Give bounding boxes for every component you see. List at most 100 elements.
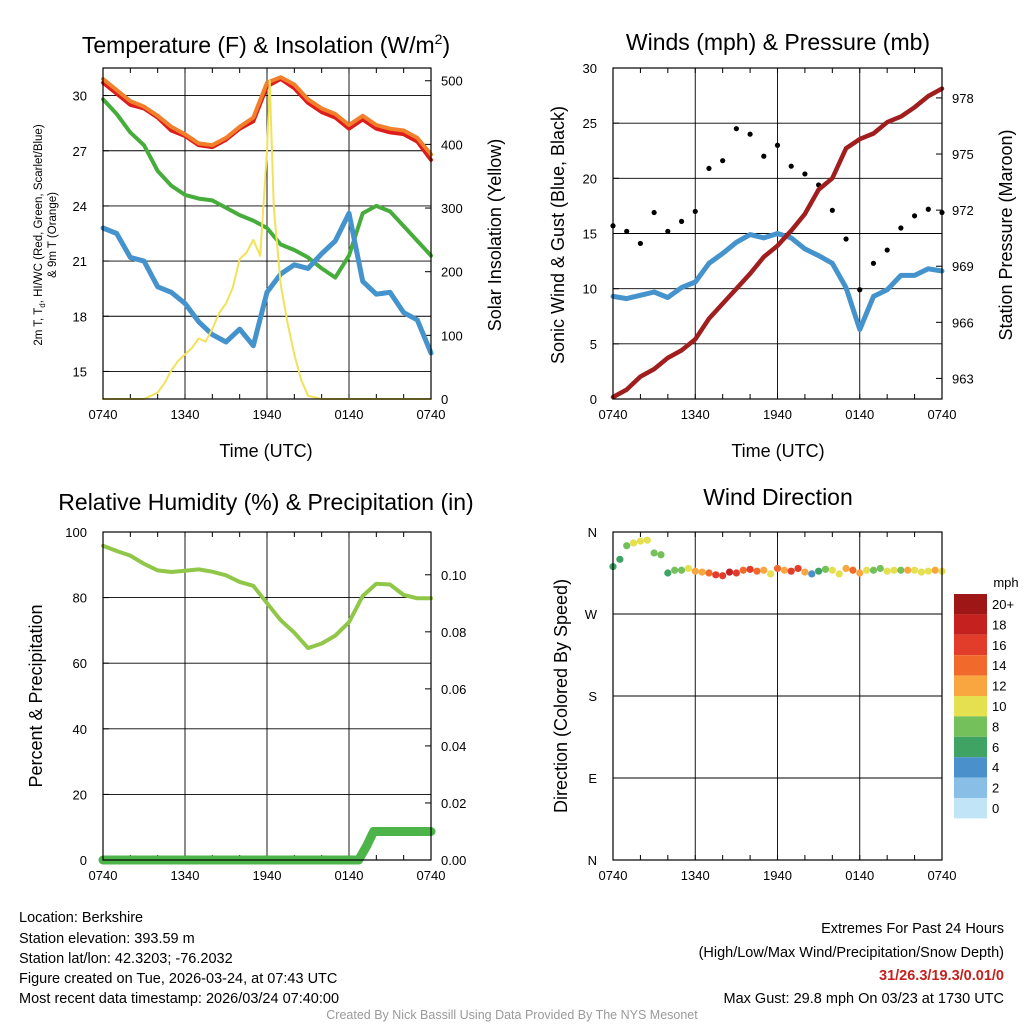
wind-series-station-pressure-line: [610, 86, 945, 400]
dir-point: [842, 564, 850, 573]
recent-timestamp: Most recent data timestamp: 2026/03/24 0…: [19, 991, 339, 1007]
dir-point: [746, 565, 754, 573]
wind-y-tick-label: 15: [583, 227, 597, 242]
rh-y-tick-label: 40: [73, 722, 87, 737]
colorbar-swatch: [954, 777, 987, 798]
wind-series-gust-point: [720, 158, 726, 164]
colorbar-swatch: [954, 655, 987, 676]
extremes-subtitle: (High/Low/Max Wind/Precipitation/Snow De…: [699, 945, 1004, 961]
dir-y-tick-label: N: [588, 853, 597, 868]
dir-point: [897, 566, 905, 574]
temp-y2-tick-label: 300: [441, 201, 463, 216]
rh-y-tick-label: 80: [73, 591, 87, 606]
dir-point: [739, 566, 747, 574]
temp-y2-tick-label: 100: [441, 328, 463, 343]
wind-y-tick-label: 5: [590, 337, 597, 352]
colorbar-swatch: [954, 798, 987, 819]
humidity-panel: Relative Humidity (%) & Precipitation (i…: [26, 489, 474, 883]
wind-x-axis-label: Time (UTC): [731, 441, 824, 461]
wind-x-tick-label: 0140: [845, 407, 874, 422]
temp-y-axis-label: 2m T, Td, HI/WC (Red, Green, Scarlet/Blu…: [33, 124, 47, 345]
temp-x-tick-label: 0740: [89, 407, 118, 422]
colorbar-label: 10: [992, 699, 1006, 714]
dir-y-tick-label: S: [588, 689, 597, 704]
colorbar-swatch: [954, 736, 987, 758]
dir-point: [856, 569, 864, 577]
extremes-box: Extremes For Past 24 Hours (High/Low/Max…: [699, 921, 1004, 1007]
direction-panel: Wind Direction 0740 1340 1940 0140 0740NESWN…: [551, 484, 1019, 883]
wind-series-gust-point: [884, 247, 890, 253]
dir-y-tick-label: E: [588, 771, 597, 786]
wind-y2-tick-label: 978: [952, 91, 974, 106]
wind-y-tick-label: 25: [583, 116, 597, 131]
dir-point: [725, 568, 734, 576]
rh-y2-tick-label: 0.06: [441, 682, 466, 697]
dir-chart-title: Wind Direction: [703, 484, 853, 510]
wind-series-gust-point: [925, 206, 931, 212]
wind-series-gust-point: [747, 131, 753, 137]
colorbar-swatch: [954, 675, 987, 696]
dir-point: [767, 570, 775, 578]
dir-y-axis-label: Direction (Colored By Speed): [551, 579, 571, 813]
rh-series-relative-humidity-line: [101, 543, 433, 651]
wind-series-gust-point: [774, 142, 781, 148]
dir-point: [677, 566, 686, 574]
rh-x-tick-label: 1940: [253, 868, 282, 883]
colorbar-label: 2: [992, 781, 999, 796]
wind-y2-tick-label: 969: [952, 259, 974, 274]
temp-series-solar-insolation-line: [102, 79, 432, 400]
wind-plot-area: 0740 1340 1940 0140 074005101520253096396696…: [583, 61, 974, 422]
temp-y2-tick-label: 500: [441, 74, 463, 89]
wind-series-gust-point: [870, 260, 877, 266]
colorbar-label: 6: [992, 740, 999, 755]
dir-point: [815, 567, 823, 575]
dir-point: [705, 569, 713, 577]
dir-point: [650, 549, 658, 557]
wind-x-tick-label: 0740: [928, 407, 957, 422]
wind-y-tick-label: 20: [583, 171, 597, 186]
temp-x-tick-label: 1340: [171, 407, 200, 422]
wind-chart-title: Winds (mph) & Pressure (mb): [626, 29, 930, 55]
credit-line: Created By Nick Bassill Using Data Provi…: [326, 1008, 698, 1022]
dir-x-tick-label: 0740: [928, 868, 957, 883]
temp-x-tick-label: 0140: [335, 407, 364, 422]
dir-point: [671, 566, 679, 574]
colorbar-label: 18: [992, 617, 1006, 632]
wind-plot-frame: [612, 67, 943, 400]
wind-y2-tick-label: 966: [952, 315, 974, 330]
wind-series-gust-point: [624, 228, 630, 234]
wind-series-gust-point: [857, 287, 863, 293]
temp-x-tick-label: 0740: [417, 407, 446, 422]
dir-point: [664, 569, 672, 577]
dir-y-tick-label: W: [585, 607, 598, 622]
dir-point: [794, 564, 802, 573]
wind-series-gust-point: [788, 163, 794, 169]
rh-x-tick-label: 0740: [417, 868, 446, 883]
wind-series-gust-point: [665, 228, 671, 234]
rh-plot-frame: [102, 531, 432, 861]
dir-y-tick-label: N: [588, 525, 597, 540]
dir-point: [808, 570, 816, 578]
rh-y-axis-label: Percent & Precipitation: [26, 604, 46, 787]
wind-y2-tick-label: 963: [952, 371, 974, 386]
rh-y2-tick-label: 0.04: [441, 739, 466, 754]
dir-point: [876, 564, 884, 573]
colorbar-title: mph: [993, 575, 1018, 590]
wind-series-gust-point: [706, 165, 712, 172]
dir-point: [931, 566, 939, 574]
rh-y-tick-label: 100: [65, 525, 87, 540]
temp-y2-tick-label: 400: [441, 137, 463, 152]
rh-y-tick-label: 0: [80, 853, 87, 868]
wind-y-axis-label: Sonic Wind & Gust (Blue, Black): [548, 106, 568, 364]
colorbar-label: 8: [992, 719, 999, 734]
temp-y-tick-label: 27: [73, 144, 87, 159]
wind-series-sonic-wind-line: [610, 231, 945, 332]
temp-plot-frame: [102, 67, 432, 400]
dir-point: [712, 571, 720, 579]
dir-point: [924, 567, 932, 575]
rh-chart-title: Relative Humidity (%) & Precipitation (i…: [58, 489, 473, 515]
temp-y-tick-label: 15: [73, 364, 87, 379]
wind-series-gust-point: [692, 208, 698, 215]
dir-point: [623, 542, 631, 550]
